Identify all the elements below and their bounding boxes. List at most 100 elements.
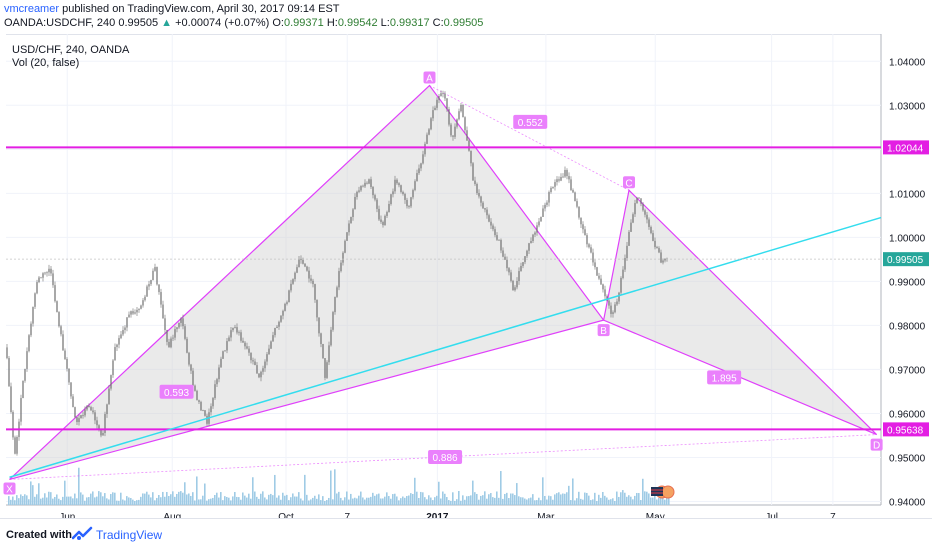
volume-bar [628,495,630,505]
candle-body [588,244,590,248]
volume-bar [538,497,540,505]
volume-bar [448,500,450,505]
volume-bar [136,500,138,505]
candle-body [232,327,234,331]
candle-body [590,247,592,253]
price-axis[interactable]: 1.040001.030001.020001.010001.000000.990… [883,57,929,508]
candle-body [424,143,426,155]
volume-bar [256,496,258,505]
candle-body [538,221,540,226]
drawings[interactable] [6,146,882,478]
volume-bar [330,470,332,505]
candle-body [338,271,340,288]
harmonic-pattern[interactable] [9,84,878,481]
candle-body [334,296,336,313]
candle-body [604,289,606,297]
candle-body [200,401,202,411]
candle-body [54,285,56,302]
tradingview-logo-icon [72,526,93,540]
volume-bar [422,492,424,505]
hline-price-tag [883,140,929,155]
candle-body [58,312,60,327]
volume-bar [560,494,562,505]
candle-body [370,179,372,187]
candle-body [416,173,418,182]
xab-triangle [9,84,605,481]
candle-body [450,124,452,136]
candle-body [526,250,528,257]
candle-body [396,179,398,184]
candle-body [476,183,478,194]
volume-bar [666,495,668,505]
volume-bar [238,497,240,505]
candle-body [272,335,274,342]
volume-bar [494,497,496,505]
volume-bar [140,496,142,505]
candle-body [566,169,568,177]
y-tick-label: 0.98000 [889,321,926,332]
candle-body [432,110,434,119]
volume-bar [334,469,336,505]
tradingview-brand[interactable]: TradingView [96,528,163,542]
candle-body [132,311,134,314]
time-axis[interactable]: Jun Aug Oct 7 2017 Mar May Jul 7 [59,512,836,518]
candle-body [248,348,250,353]
volume-bar [342,500,344,505]
candle-body [98,425,100,430]
candle-body [304,263,306,267]
candle-body [514,287,516,291]
candle-body [500,239,502,251]
volume-bar [318,494,320,505]
candle-body [600,278,602,285]
volume-bar [68,496,70,505]
candles [6,90,668,456]
candle-body [64,350,66,360]
volume-bar [34,496,36,505]
candle-body [548,192,550,203]
ratio-label: 0.552 [518,118,543,129]
point-label-box [3,482,16,495]
volume-legend: Vol (20, false) [12,57,79,69]
candle-body [412,190,414,198]
candle-body [290,283,292,291]
candle-body [524,256,526,263]
volume-bar [102,496,104,505]
volume-bar [278,495,280,505]
volume-bar [168,496,170,505]
candle-body [30,323,32,336]
ratio-label-box [513,114,548,129]
volume-bar [250,498,252,505]
candle-body [106,404,108,415]
volume-bar [442,491,444,505]
candle-body [298,258,300,268]
candle-body [430,118,432,130]
volume-bar [548,495,550,505]
candle-body [262,368,264,372]
volume-bar [468,496,470,505]
candle-body [354,197,356,210]
price-chart[interactable]: X A B C D 0.593 0.552 1.895 0.886 1.04000 1.03000… [0,0,932,518]
volume-bar [240,499,242,505]
volume-bar [132,499,134,505]
volume-bar [248,493,250,505]
candle-body [102,432,104,436]
volume-bar [326,500,328,505]
volume-bar [446,497,448,505]
chart-frame[interactable] [6,34,881,506]
candle-body [344,240,346,253]
volume-bar [60,500,62,505]
candle-body [254,361,256,366]
volume-bar [352,498,354,505]
volume-bar [582,499,584,505]
volume-bar [232,496,234,505]
volume-bar [16,495,18,505]
candle-body [148,284,150,287]
volume-bar [158,494,160,505]
candle-body [140,305,142,309]
candle-body [582,224,584,230]
candle-body [624,258,626,270]
candle-body [190,364,192,371]
author-link[interactable]: vmcreamer [4,3,60,15]
candle-body [120,334,122,339]
candle-body [162,304,164,319]
